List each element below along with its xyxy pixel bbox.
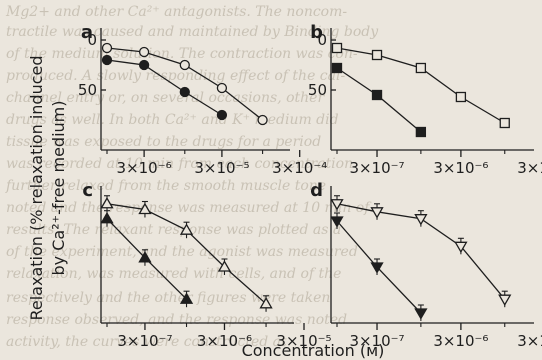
data-point <box>371 49 383 61</box>
panel-letter-a: a <box>81 22 93 43</box>
series-c-1 <box>100 195 273 312</box>
y-axis-title-line1: Relaxation (% relaxation induced <box>27 55 46 320</box>
series-b-1 <box>331 42 510 129</box>
data-point <box>257 114 268 126</box>
y-tick-label-a: 0 <box>87 31 97 49</box>
panel-letter-b: b <box>310 22 323 43</box>
data-point <box>179 223 194 235</box>
x-tick-label-d: 3×10⁻⁶ <box>433 332 488 350</box>
data-point <box>331 42 343 54</box>
x-tick-label-d: 3×10⁻⁵ <box>517 332 542 350</box>
panel-b: b 3×10⁻⁷ 3×10⁻⁶ 3×10⁻⁵ 0 50 <box>308 22 542 177</box>
data-point <box>138 251 152 263</box>
data-point <box>101 42 113 54</box>
series-line <box>106 203 267 305</box>
data-point <box>454 241 468 254</box>
data-point <box>370 262 384 274</box>
x-tick-label-b: 3×10⁻⁷ <box>349 159 404 177</box>
x-tick-label-c: 3×10⁻⁵ <box>276 332 331 350</box>
data-point <box>370 207 384 219</box>
data-point <box>216 82 228 94</box>
data-point <box>330 199 344 211</box>
panel-d: d 3×10⁻⁷ 3×10⁻⁶ 3×10⁻⁵ <box>310 180 542 350</box>
panels: a 3×10⁻⁶ 3×10⁻⁵ 3×10⁻⁴ 0 50 b 3×10⁻⁷ 3×10⁻⁶ 3×10⁻… <box>78 22 542 350</box>
data-point <box>100 211 114 224</box>
x-tick-label-a: 3×10⁻⁶ <box>117 159 172 177</box>
series-b-2 <box>331 62 427 138</box>
x-tick-label-a: 3×10⁻⁵ <box>194 159 249 177</box>
data-point <box>216 109 228 121</box>
y-tick-label-b: 0 <box>317 31 327 49</box>
data-point <box>415 126 427 138</box>
x-tick-label-c: 3×10⁻⁶ <box>197 332 252 350</box>
x-tick-label-c: 3×10⁻⁷ <box>117 332 172 350</box>
data-point <box>100 196 114 209</box>
x-axis-title: Concentration (м) <box>242 341 385 360</box>
data-point <box>371 89 383 101</box>
data-point <box>415 62 427 74</box>
data-point <box>138 59 150 71</box>
y-axis-title-line2: by Ca²⁺-free medium) <box>49 101 68 276</box>
series-a-2 <box>101 54 228 121</box>
series-d-2 <box>330 212 428 321</box>
data-point <box>217 260 232 272</box>
panel-letter-d: d <box>310 180 323 201</box>
y-tick-label-a: 50 <box>78 81 97 99</box>
data-point <box>101 54 113 66</box>
series-line <box>106 59 223 116</box>
series-a-1 <box>101 42 268 126</box>
data-point <box>455 91 467 103</box>
data-point <box>179 292 194 304</box>
series-d-1 <box>330 195 512 308</box>
data-point <box>498 294 512 306</box>
data-point <box>414 308 428 320</box>
data-point <box>138 202 152 215</box>
data-point <box>331 62 343 74</box>
data-point <box>138 46 150 58</box>
x-tick-label-a: 3×10⁻⁴ <box>272 159 327 177</box>
data-point <box>179 86 190 98</box>
data-point <box>330 216 344 228</box>
x-tick-label-b: 3×10⁻⁵ <box>517 159 542 177</box>
panel-c: c 3×10⁻⁷ 3×10⁻⁶ 3×10⁻⁵ <box>82 180 331 350</box>
data-point <box>179 59 190 71</box>
data-point <box>414 214 428 226</box>
data-point <box>259 297 273 309</box>
panel-letter-c: c <box>82 180 93 201</box>
series-line <box>106 47 263 121</box>
panel-a: a 3×10⁻⁶ 3×10⁻⁵ 3×10⁻⁴ 0 50 <box>78 22 327 177</box>
x-tick-label-b: 3×10⁻⁶ <box>433 159 488 177</box>
x-tick-label-d: 3×10⁻⁷ <box>349 332 404 350</box>
data-point <box>499 117 510 129</box>
y-tick-label-b: 50 <box>308 81 327 99</box>
series-c-2 <box>100 210 194 308</box>
